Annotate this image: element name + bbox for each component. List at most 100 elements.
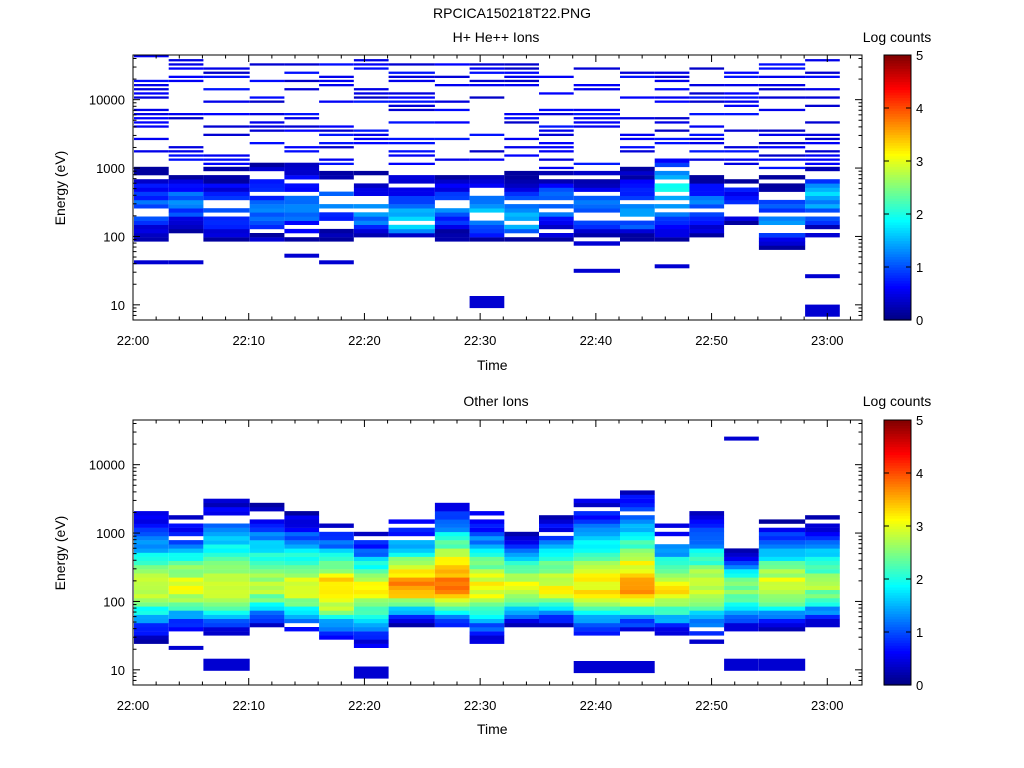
heatmap-cell [249,187,285,192]
heatmap-cell [654,121,690,124]
x-axis-label-top: Time [477,357,508,373]
heatmap-cell [654,581,690,586]
colorbar-segment [884,123,911,128]
heatmap-cell [134,598,169,603]
heatmap-cell [319,622,354,628]
heatmap-cell [689,569,725,574]
heatmap-cell [469,183,505,188]
heatmap-cell [203,564,250,570]
colorbar-segment [884,557,911,562]
heatmap-cell [249,531,285,537]
colorbar-segment [884,549,911,554]
heatmap-cell [168,146,204,149]
heatmap-cell [724,71,759,74]
heatmap-cell [434,598,470,603]
heatmap-cell [203,220,250,225]
heatmap-cell [689,606,725,611]
heatmap-cell [353,544,389,549]
heatmap-cell [249,589,285,595]
heatmap-cell [388,100,435,103]
colorbar-segment [884,486,911,490]
heatmap-cell [249,523,285,528]
heatmap-cell [249,63,285,66]
heatmap-cell [388,142,435,145]
heatmap-cell [573,548,620,553]
colorbar-segment [884,190,911,194]
heatmap-cell [758,589,806,595]
heatmap-cell [388,610,435,615]
heatmap-cell [539,535,574,541]
heatmap-cell [434,191,470,196]
heatmap-cell [689,614,725,619]
heatmap-cell [758,108,806,112]
heatmap-cell [689,552,725,557]
heatmap-cell [353,593,389,599]
heatmap-cell [434,121,470,124]
heatmap-cell [469,544,505,549]
heatmap-cell [134,108,169,112]
heatmap-cell [203,179,250,184]
y-tick-label: 10 [111,298,125,313]
heatmap-cell [284,627,320,632]
heatmap-cell [319,573,354,578]
heatmap-cell [724,187,759,192]
heatmap-cell [434,502,470,508]
heatmap-cell [469,540,505,545]
colorbar-segment [884,536,911,540]
heatmap-cell [203,187,250,192]
heatmap-cell [203,523,250,528]
heatmap-cell [388,560,435,566]
heatmap-cell [539,573,574,578]
heatmap-cell [249,212,285,217]
heatmap-cell [249,237,285,242]
heatmap-cell [134,531,169,537]
heatmap-cell [353,212,389,217]
heatmap-cell [654,228,690,234]
heatmap-cell [469,523,505,528]
heatmap-cell [168,610,204,615]
heatmap-cell [168,63,204,66]
heatmap-cell [504,137,539,141]
heatmap-cell [758,622,806,628]
heatmap-cell [504,212,539,217]
heatmap-cell [573,606,620,611]
heatmap-cell [539,75,574,78]
y-tick-label: 10000 [89,93,125,108]
heatmap-cell [434,535,470,541]
colorbar-segment [884,531,911,535]
heatmap-cell [620,75,655,78]
heatmap-cell [573,631,620,636]
heatmap-cell [353,548,389,553]
heatmap-cell [434,216,470,221]
heatmap-cell [134,233,169,238]
heatmap-cell [654,142,690,145]
heatmap-cell [249,121,285,124]
heatmap-cell [654,602,690,607]
heatmap-cell [620,228,655,234]
heatmap-cell [353,137,389,141]
colorbar-segment [884,650,911,654]
heatmap-cell [573,531,620,537]
heatmap-cell [249,577,285,582]
heatmap-cell [434,614,470,619]
heatmap-cell [504,535,539,541]
heatmap-cell [134,224,169,230]
heatmap-cell [203,67,250,70]
colorbar-segment [884,68,911,72]
heatmap-cell [573,233,620,238]
heatmap-cell [469,535,505,541]
heatmap-cell [319,228,354,234]
heatmap-cell [203,593,250,599]
heatmap-cell [434,519,470,524]
heatmap-cell [654,187,690,192]
heatmap-cell [203,498,250,504]
heatmap-cell [469,527,505,533]
heatmap-cell [168,622,204,628]
heatmap-cell [654,577,690,582]
heatmap-cell [805,523,840,528]
heatmap-cell [654,88,690,91]
heatmap-cell [724,162,759,165]
colorbar-segment [884,115,911,120]
heatmap-cell [654,233,690,238]
heatmap-cell [539,606,574,611]
